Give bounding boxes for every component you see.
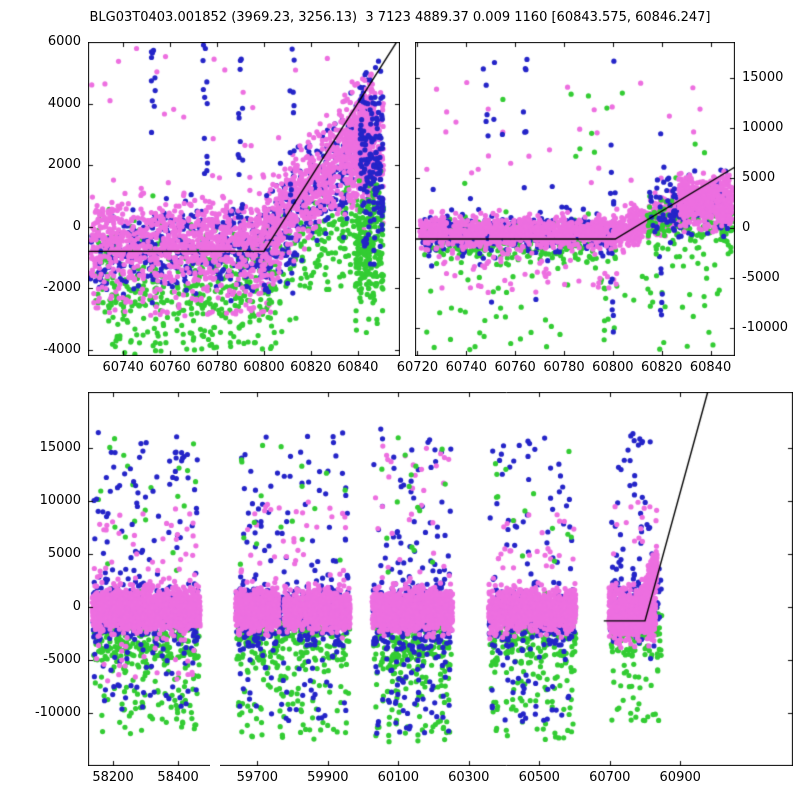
y-tick-label: 5000 xyxy=(742,170,776,185)
y-tick-label: 4000 xyxy=(47,95,81,111)
x-tick-label: 59900 xyxy=(307,770,349,785)
x-tick-label: 58400 xyxy=(157,770,199,785)
x-tick-label: 60500 xyxy=(518,770,560,785)
x-tick-label: 60780 xyxy=(196,360,238,375)
y-tick-label: 0 xyxy=(72,218,81,234)
scatter-panel-upper-right xyxy=(415,42,735,356)
x-tick-label: 58200 xyxy=(92,770,134,785)
x-tick-label: 60700 xyxy=(589,770,631,785)
y-tick-label: 10000 xyxy=(39,493,81,509)
scatter-panel-upper-left xyxy=(88,42,400,356)
scatter-panel-lower-left xyxy=(88,392,210,766)
x-tick-label: 60760 xyxy=(149,360,191,375)
chart-title: BLG03T0403.001852 (3969.23, 3256.13) 3 7… xyxy=(89,10,711,25)
x-tick-label: 60800 xyxy=(592,360,634,375)
x-tick-label: 60820 xyxy=(641,360,683,375)
x-tick-label: 59700 xyxy=(236,770,279,785)
x-tick-label: 60840 xyxy=(337,360,379,375)
y-tick-label: 6000 xyxy=(47,34,81,49)
x-tick-label: 60720 xyxy=(396,360,439,375)
y-tick-label: -10000 xyxy=(742,320,789,335)
y-tick-label: -4000 xyxy=(43,341,81,357)
y-tick-label: 0 xyxy=(742,220,751,235)
x-tick-label: 60740 xyxy=(102,360,144,375)
y-tick-label: -10000 xyxy=(34,705,81,721)
x-tick-label: 60740 xyxy=(445,360,487,375)
y-tick-label: 10000 xyxy=(742,120,784,135)
scatter-panel-lower-right xyxy=(220,392,793,766)
y-tick-label: 2000 xyxy=(47,157,81,173)
y-tick-label: 15000 xyxy=(39,440,81,456)
x-tick-label: 60760 xyxy=(494,360,536,375)
y-tick-label: -2000 xyxy=(43,280,81,296)
x-tick-label: 60300 xyxy=(448,770,490,785)
x-tick-label: 60900 xyxy=(659,770,701,785)
y-tick-label: -5000 xyxy=(43,652,81,668)
x-tick-label: 60820 xyxy=(290,360,332,375)
y-tick-label: -5000 xyxy=(742,270,780,285)
y-tick-label: 0 xyxy=(72,599,81,615)
y-tick-label: 15000 xyxy=(742,70,784,85)
x-tick-label: 60840 xyxy=(689,360,732,375)
y-tick-label: 5000 xyxy=(47,546,81,562)
x-tick-label: 60800 xyxy=(243,360,285,375)
x-tick-label: 60780 xyxy=(543,360,585,375)
x-tick-label: 60100 xyxy=(377,770,419,785)
